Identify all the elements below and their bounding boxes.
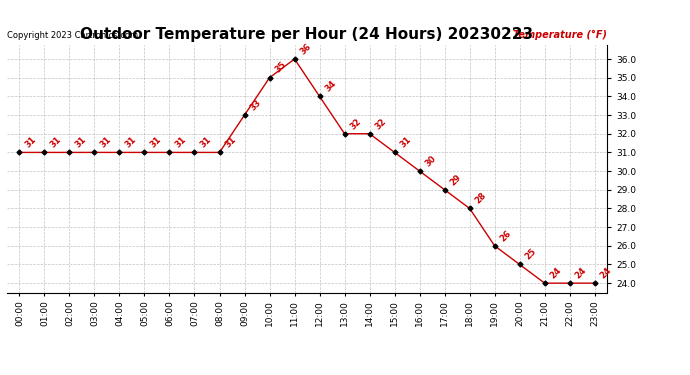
Text: 36: 36 bbox=[299, 42, 313, 56]
Text: 33: 33 bbox=[248, 98, 263, 112]
Text: 31: 31 bbox=[99, 135, 113, 150]
Text: 24: 24 bbox=[574, 266, 589, 280]
Text: 31: 31 bbox=[124, 135, 138, 150]
Text: 31: 31 bbox=[23, 135, 38, 150]
Text: 28: 28 bbox=[474, 191, 489, 206]
Title: Outdoor Temperature per Hour (24 Hours) 20230223: Outdoor Temperature per Hour (24 Hours) … bbox=[81, 27, 533, 42]
Text: Temperature (°F): Temperature (°F) bbox=[513, 30, 607, 40]
Text: 31: 31 bbox=[148, 135, 164, 150]
Text: 31: 31 bbox=[74, 135, 88, 150]
Text: Copyright 2023 Cartronics.com: Copyright 2023 Cartronics.com bbox=[7, 31, 138, 40]
Text: 26: 26 bbox=[499, 228, 513, 243]
Text: 25: 25 bbox=[524, 247, 538, 262]
Text: 24: 24 bbox=[549, 266, 564, 280]
Text: 32: 32 bbox=[374, 116, 388, 131]
Text: 31: 31 bbox=[224, 135, 238, 150]
Text: 31: 31 bbox=[174, 135, 188, 150]
Text: 35: 35 bbox=[274, 60, 288, 75]
Text: 31: 31 bbox=[48, 135, 63, 150]
Text: 32: 32 bbox=[348, 116, 364, 131]
Text: 31: 31 bbox=[199, 135, 213, 150]
Text: 24: 24 bbox=[599, 266, 613, 280]
Text: 31: 31 bbox=[399, 135, 413, 150]
Text: 29: 29 bbox=[448, 172, 464, 187]
Text: 30: 30 bbox=[424, 154, 438, 168]
Text: 34: 34 bbox=[324, 79, 338, 94]
